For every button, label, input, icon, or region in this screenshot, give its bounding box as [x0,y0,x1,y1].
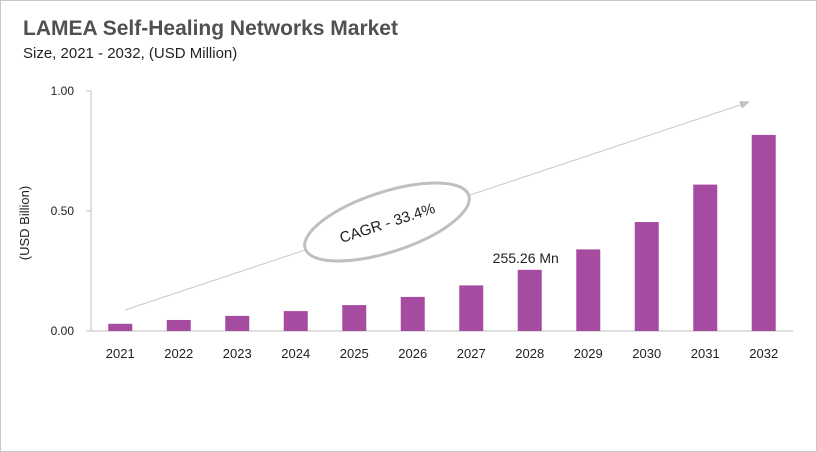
chart-title: LAMEA Self-Healing Networks Market [23,17,398,40]
x-tick-label: 2022 [164,346,193,361]
y-tick-label: 0.00 [51,324,75,338]
y-tick-label: 0.50 [51,204,75,218]
bar-2030 [634,222,659,331]
bar-2028 [517,269,542,331]
x-tick-label: 2024 [281,346,310,361]
x-tick-label: 2026 [398,346,427,361]
bar-2021 [108,323,133,331]
bar-2032 [751,134,776,331]
bar-2026 [400,296,425,331]
x-tick-label: 2027 [457,346,486,361]
bar-2027 [459,285,484,331]
data-label-2028: 255.26 Mn [493,250,559,266]
x-tick-label: 2021 [106,346,135,361]
bar-2024 [283,311,308,331]
bar-2031 [693,184,718,331]
x-tick-label: 2030 [632,346,661,361]
bar-2023 [225,315,250,331]
cagr-ellipse [303,181,471,263]
x-tick-label: 2031 [691,346,720,361]
bar-2022 [166,319,191,331]
x-tick-label: 2028 [515,346,544,361]
x-tick-label: 2025 [340,346,369,361]
y-axis-label: (USD Billion) [17,186,32,260]
bar-2029 [576,249,601,331]
x-tick-label: 2032 [749,346,778,361]
bar-2025 [342,305,367,331]
y-tick-label: 1.00 [51,84,75,98]
x-tick-label: 2023 [223,346,252,361]
x-tick-label: 2029 [574,346,603,361]
chart-subtitle: Size, 2021 - 2032, (USD Million) [23,45,238,62]
